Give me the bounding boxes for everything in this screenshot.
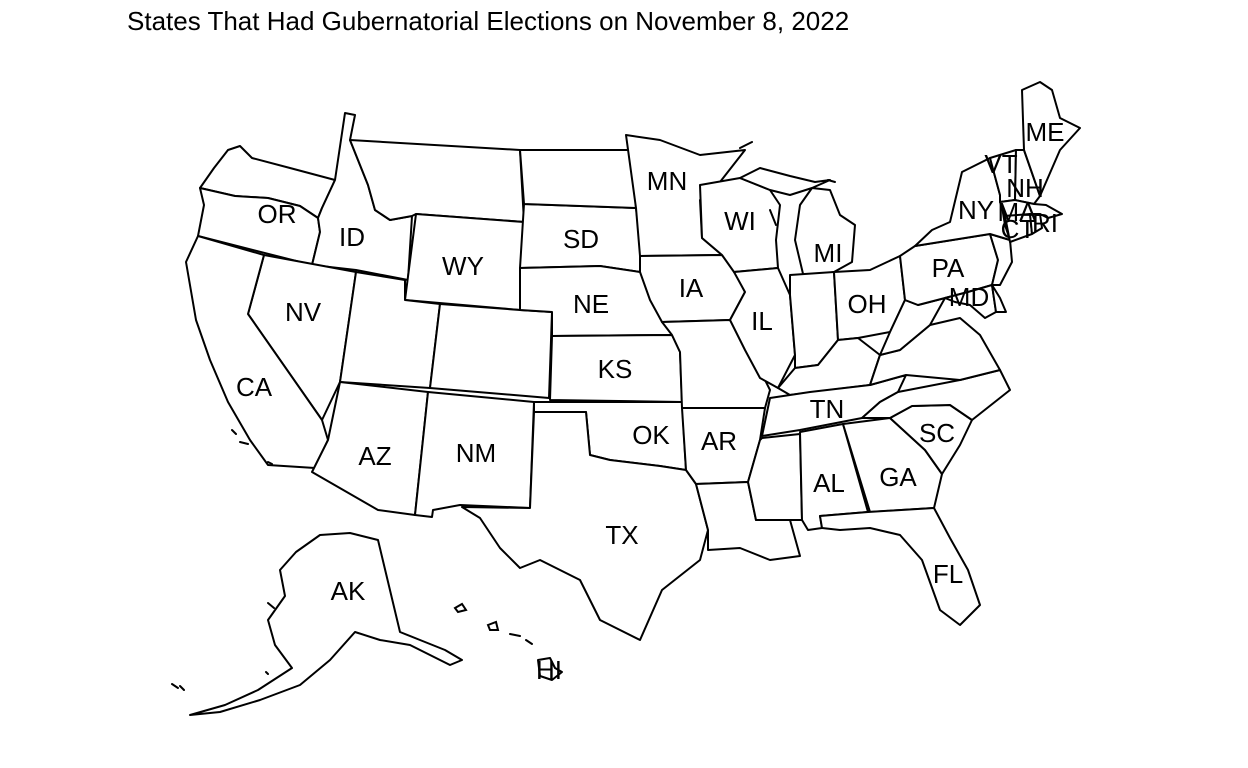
- label-id: ID: [339, 222, 365, 252]
- label-or: OR: [258, 199, 297, 229]
- label-ma: MA: [998, 197, 1038, 227]
- label-sd: SD: [563, 224, 599, 254]
- label-nh: NH: [1006, 173, 1044, 203]
- label-md: MD: [949, 282, 989, 312]
- great-lakes-details: [739, 141, 836, 226]
- label-ri: RI: [1032, 208, 1058, 238]
- state-ak: [189, 532, 463, 716]
- label-ok: OK: [632, 420, 670, 450]
- state-nh: [1014, 149, 1041, 205]
- label-tn: TN: [810, 394, 845, 424]
- state-hi: [537, 657, 563, 681]
- state-me: [1021, 81, 1081, 197]
- label-fl: FL: [933, 559, 963, 589]
- state-co: [429, 303, 553, 399]
- state-ri: [1029, 213, 1043, 235]
- label-pa: PA: [932, 253, 965, 283]
- label-me: ME: [1026, 117, 1065, 147]
- state-nc: [861, 369, 1011, 421]
- state-il: [729, 267, 796, 389]
- label-ca: CA: [236, 372, 273, 402]
- label-nm: NM: [456, 438, 496, 468]
- label-mi: MI: [814, 238, 843, 268]
- label-mn: MN: [647, 166, 687, 196]
- state-ca: [185, 235, 329, 469]
- label-nv: NV: [285, 297, 322, 327]
- label-hi: HI: [536, 655, 562, 685]
- label-ia: IA: [679, 273, 704, 303]
- state-mi: [794, 187, 856, 279]
- label-ct: CT: [1001, 214, 1036, 244]
- label-al: AL: [813, 468, 845, 498]
- label-ar: AR: [701, 426, 737, 456]
- label-vt: VT: [984, 149, 1017, 179]
- california-islands: [231, 429, 273, 465]
- label-tx: TX: [605, 520, 638, 550]
- label-wy: WY: [442, 251, 484, 281]
- state-md: [944, 284, 997, 319]
- label-ks: KS: [598, 354, 633, 384]
- map-title: States That Had Gubernatorial Elections …: [127, 6, 850, 36]
- label-ne: NE: [573, 289, 609, 319]
- label-sc: SC: [919, 418, 955, 448]
- label-wi: WI: [724, 206, 756, 236]
- state-mt: [349, 139, 525, 223]
- label-oh: OH: [848, 289, 887, 319]
- alaska-islands: [171, 602, 533, 691]
- state-de: [991, 284, 1007, 313]
- label-il: IL: [751, 306, 773, 336]
- state-fl: [819, 507, 981, 626]
- label-ny: NY: [958, 195, 994, 225]
- state-nd: [519, 149, 637, 209]
- state-tx: [461, 411, 709, 641]
- label-ak: AK: [331, 576, 366, 606]
- label-az: AZ: [358, 441, 391, 471]
- label-ga: GA: [879, 462, 917, 492]
